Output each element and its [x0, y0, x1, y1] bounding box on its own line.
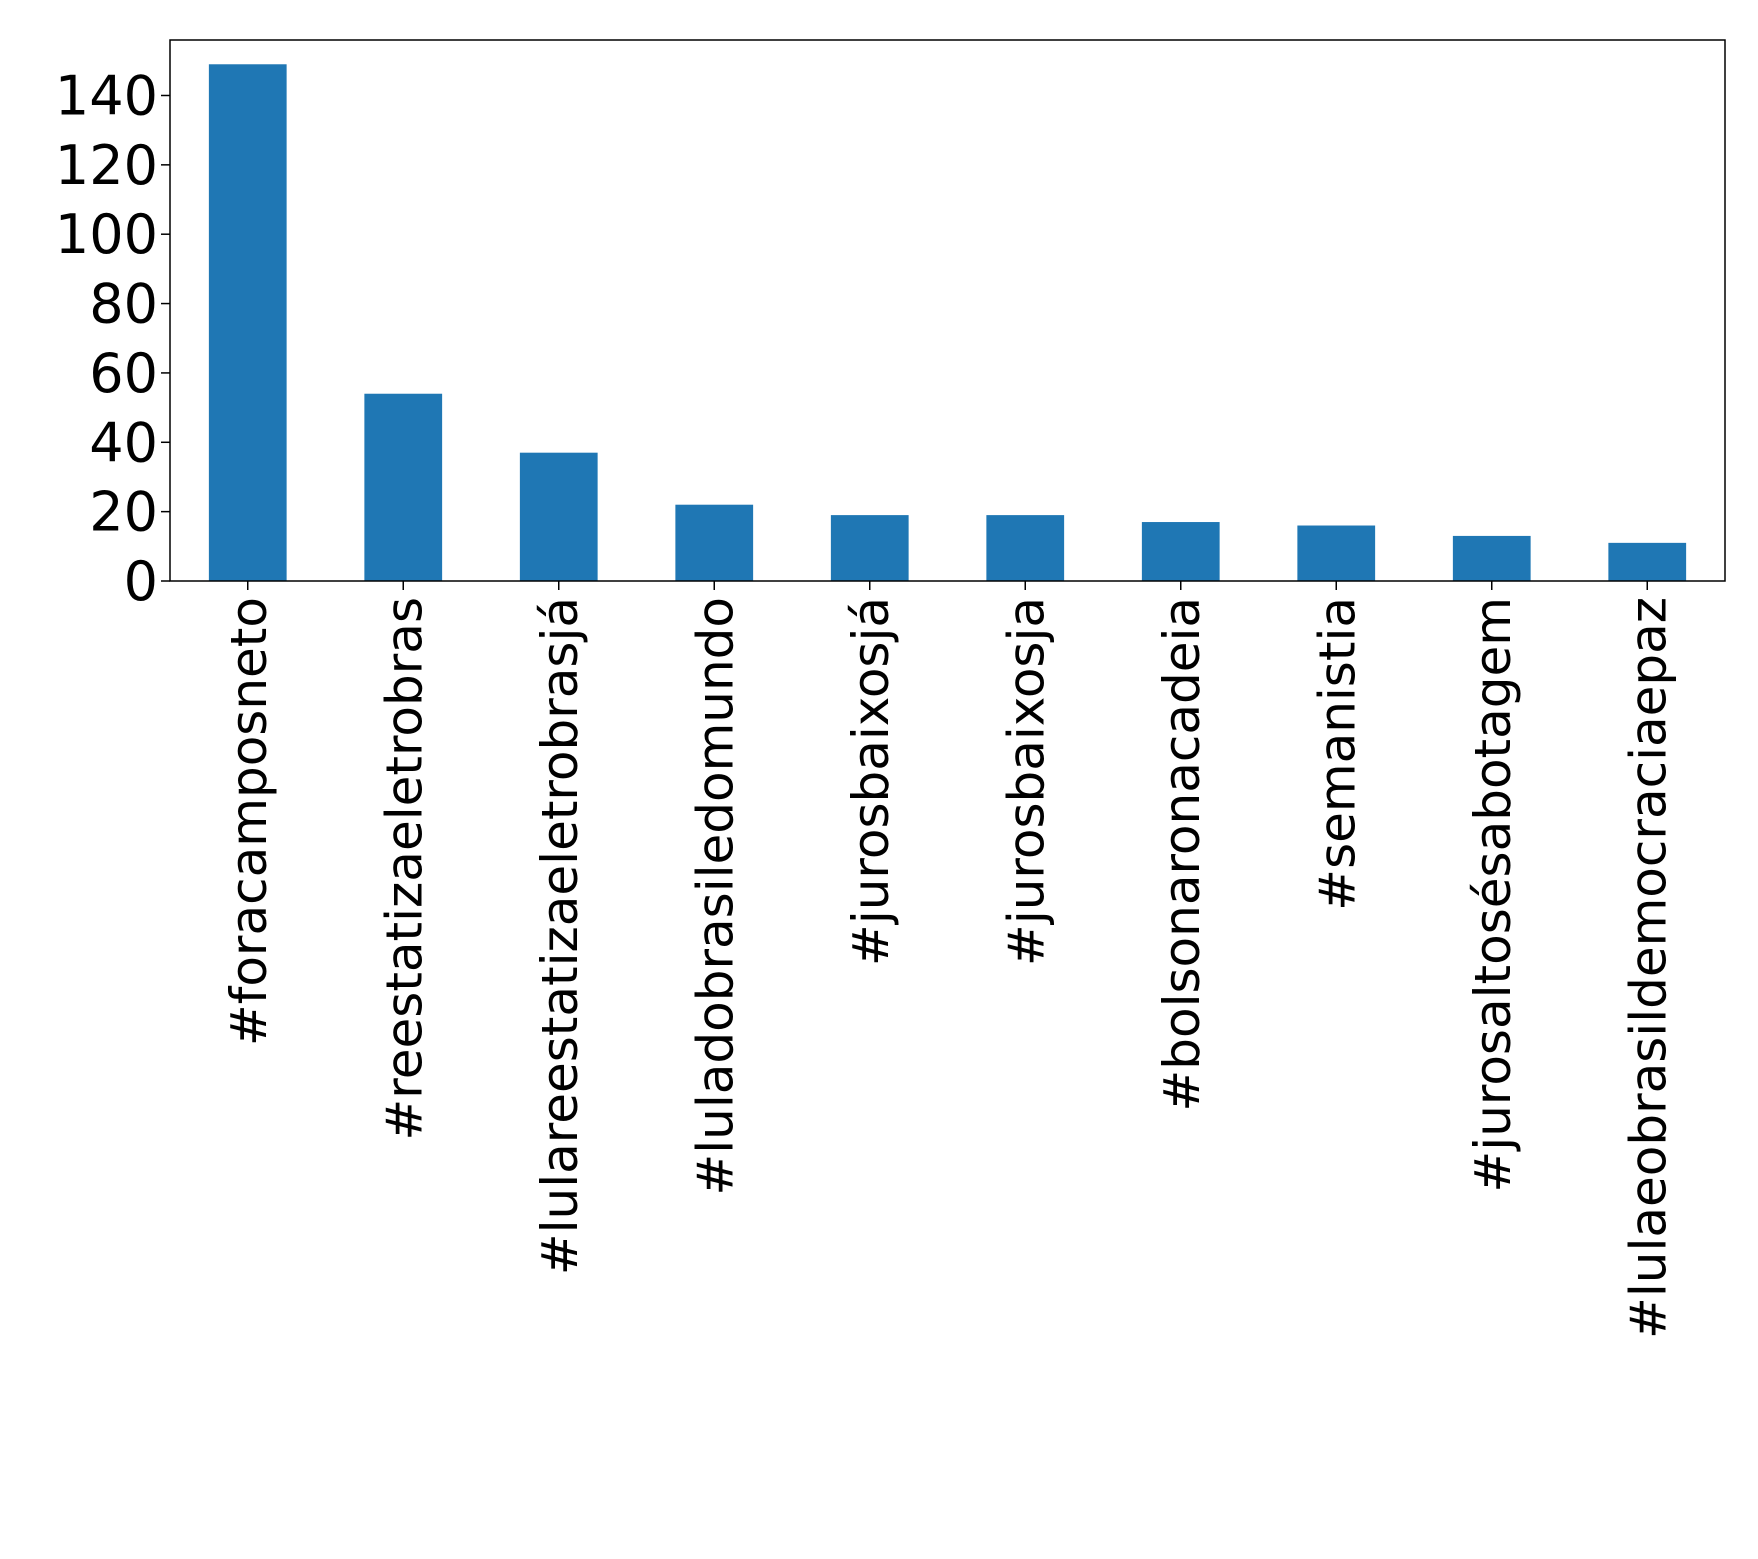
y-tick-label-4: 80 — [89, 273, 158, 336]
x-tick-label-4: #jurosbaixosjá — [842, 597, 900, 966]
y-tick-label-0: 0 — [124, 550, 158, 613]
y-tick-label-1: 20 — [89, 481, 158, 544]
bar-2 — [519, 452, 598, 581]
bar-4 — [830, 515, 909, 581]
y-tick-label-3: 60 — [89, 342, 158, 405]
bar-9 — [1608, 542, 1687, 581]
x-axis: #foracamposneto #reestatizaeletrobras #lul… — [220, 581, 1677, 1339]
bars-layer — [208, 64, 1687, 582]
x-tick-label-1: #reestatizaeletrobras — [375, 597, 433, 1141]
axes-frame — [169, 39, 1726, 582]
bar-3 — [675, 504, 754, 581]
bar-7 — [1297, 525, 1376, 581]
y-tick-label-2: 40 — [89, 411, 158, 474]
bar-8 — [1452, 535, 1531, 581]
x-tick-label-2: #lulareestatizaeletrobrasjá — [531, 597, 589, 1275]
y-tick-label-7: 140 — [55, 64, 158, 127]
x-tick-label-0: #foracamposneto — [220, 597, 278, 1046]
y-tick-label-5: 100 — [55, 203, 158, 266]
x-tick-label-8: #jurosaltosésabotagem — [1464, 597, 1522, 1193]
bar-5 — [986, 515, 1065, 581]
bar-6 — [1141, 522, 1220, 581]
y-tick-label-6: 120 — [55, 134, 158, 197]
x-tick-label-6: #bolsonaronacadeia — [1153, 597, 1211, 1112]
x-tick-label-3: #luladobrasiledomundo — [686, 597, 744, 1196]
x-tick-label-9: #lulaeobrasildemocraciaepaz — [1619, 597, 1677, 1339]
x-tick-label-5: #jurosbaixosja — [997, 597, 1055, 966]
bar-0 — [208, 64, 287, 582]
bar-1 — [364, 393, 443, 581]
x-tick-label-7: #semanistia — [1308, 597, 1366, 911]
